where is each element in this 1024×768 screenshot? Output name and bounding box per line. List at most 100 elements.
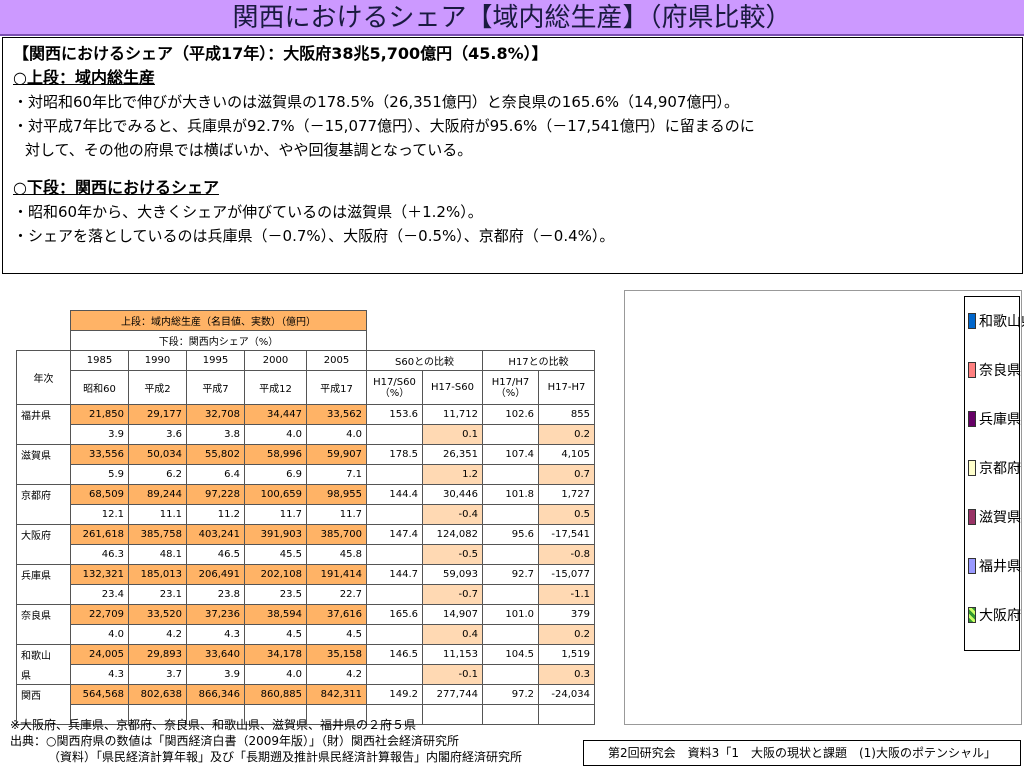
legend-item: 大阪府 [968,605,1021,625]
table-row: 関西 564,568 802,638 866,346 860,885 842,311 149… [16,684,595,705]
cmp-col-4: H17-H7 [538,370,595,405]
share-diff-h7: 0.2 [538,624,595,645]
table-body: 福井県 21,850 29,177 32,708 34,447 33,562 153.6 11… [16,404,595,725]
lower-heading: ○下段：関西におけるシェア [13,178,219,197]
value-cell: 50,034 [128,444,187,465]
cmp-col-3: H17/H7（%） [482,370,539,405]
comparison-cell: -15,077 [538,564,595,585]
legend-swatch [968,362,976,378]
table-row-share: 3.9 3.6 3.8 4.0 4.0 0.1 0.2 [16,424,595,445]
legend-swatch [968,411,976,427]
comparison-cell: 101.8 [482,484,539,505]
row-name: 大阪府 [16,524,71,545]
value-cell: 32,708 [186,404,245,425]
comparison-cell: 11,712 [422,404,483,425]
share-cell: 4.5 [306,624,367,645]
table-row: 滋賀県 33,556 50,034 55,802 58,996 59,907 178.5 26… [16,444,595,465]
value-cell: 58,996 [244,444,307,465]
note-line-3: （資料）「県民経済計算年報」及び「長期遡及推計県民経済計算報告」内閣府経済研究所 [48,750,523,764]
share-cell: 46.5 [186,544,245,565]
value-cell: 191,414 [306,564,367,585]
value-cell: 33,520 [128,604,187,625]
legend-label: 福井県 [979,559,1021,575]
value-cell: 860,885 [244,684,307,705]
table-row: 京都府 68,509 89,244 97,228 100,659 98,955 144.4 3… [16,484,595,505]
legend-item: 和歌山県 [968,311,1024,331]
table-row: 大阪府 261,618 385,758 403,241 391,903 385,700 14… [16,524,595,545]
summary-box: 【関西におけるシェア（平成17年）：大阪府38兆5,700億円（45.8%）】 … [2,37,1023,274]
comparison-cell: 147.4 [366,524,423,545]
value-cell: 97,228 [186,484,245,505]
row-name: 関西 [16,684,71,705]
table-row: 和歌山 24,005 29,893 33,640 34,178 35,158 146.5 11… [16,644,595,665]
share-cell: 4.0 [244,664,307,685]
comparison-cell: 92.7 [482,564,539,585]
comparison-cell: 104.5 [482,644,539,665]
share-cell: 48.1 [128,544,187,565]
notes: ※大阪府、兵庫県、京都府、奈良県、和歌山県、滋賀県、福井県の２府５県 出典：○関… [10,717,522,765]
value-cell: 37,236 [186,604,245,625]
comparison-cell: 1,519 [538,644,595,665]
share-cell: 4.5 [244,624,307,645]
legend-item: 京都府 [968,458,1021,478]
row-name-cont [16,584,71,605]
share-cell: 3.9 [186,664,245,685]
share-cell: 12.1 [70,504,129,525]
value-cell: 132,321 [70,564,129,585]
share-diff-h7: 0.3 [538,664,595,685]
row-name: 滋賀県 [16,444,71,465]
era-2000: 平成12 [244,370,307,405]
value-cell: 802,638 [128,684,187,705]
value-cell: 866,346 [186,684,245,705]
era-1985: 昭和60 [70,370,129,405]
row-name: 奈良県 [16,604,71,625]
year-2000: 2000 [244,350,307,371]
share-cell: 4.3 [186,624,245,645]
comparison-cell: -17,541 [538,524,595,545]
share-cell: 11.7 [306,504,367,525]
comparison-cell: 855 [538,404,595,425]
value-cell: 59,907 [306,444,367,465]
share-cell: 23.8 [186,584,245,605]
share-diff-h7 [538,704,595,725]
share-cell: 4.2 [306,664,367,685]
share-cell: 6.2 [128,464,187,485]
share-diff-s60: 0.4 [422,624,483,645]
chart-legend: 和歌山県奈良県兵庫県京都府滋賀県福井県大阪府 [964,296,1024,651]
legend-item: 福井県 [968,556,1021,576]
year-1995: 1995 [186,350,245,371]
share-cell: 11.1 [128,504,187,525]
table-header-sub: 下段：関西内シェア（%） [70,330,367,351]
table-row-share [16,704,595,725]
share-cell: 11.7 [244,504,307,525]
upper-line-1: ・対昭和60年比で伸びが大きいのは滋賀県の178.5%（26,351億円）と奈良… [13,93,739,111]
table-row: 兵庫県 132,321 185,013 206,491 202,108 191,414 14… [16,564,595,585]
comparison-cell: 144.7 [366,564,423,585]
legend-label: 滋賀県 [979,510,1021,526]
table-row-share: 4.0 4.2 4.3 4.5 4.5 0.4 0.2 [16,624,595,645]
row-name: 兵庫県 [16,564,71,585]
share-cell: 3.8 [186,424,245,445]
table-row-share: 23.4 23.1 23.8 23.5 22.7 -0.7 -1.1 [16,584,595,605]
comparison-cell: 97.2 [482,684,539,705]
comparison-cell: 178.5 [366,444,423,465]
legend-label: 兵庫県 [979,412,1021,428]
share-cell: 4.0 [70,624,129,645]
row-name-cont [16,464,71,485]
comparison-cell: 124,082 [422,524,483,545]
legend-swatch [968,607,976,623]
value-cell: 385,700 [306,524,367,545]
comparison-cell: 14,907 [422,604,483,625]
value-cell: 98,955 [306,484,367,505]
row-name-cont [16,624,71,645]
value-cell: 29,893 [128,644,187,665]
row-name-cont: 県 [16,664,71,685]
share-diff-s60: 0.1 [422,424,483,445]
value-cell: 24,005 [70,644,129,665]
share-cell: 3.7 [128,664,187,685]
legend-label: 奈良県 [979,363,1021,379]
lower-line-2: ・シェアを落としているのは兵庫県（－0.7%）、大阪府（－0.5%）、京都府（－… [13,227,615,245]
share-diff-h7: -0.8 [538,544,595,565]
comparison-cell: 379 [538,604,595,625]
comparison-cell: 101.0 [482,604,539,625]
